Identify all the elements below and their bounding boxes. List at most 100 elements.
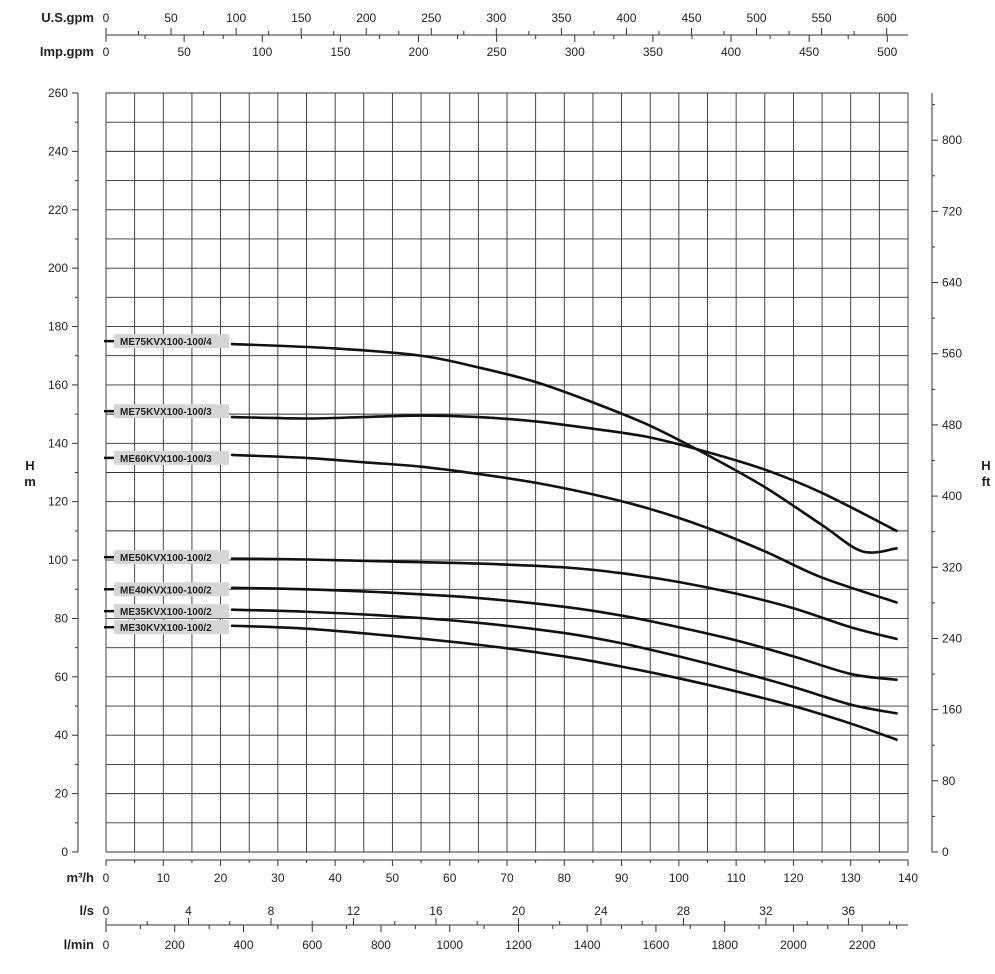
y-left-axis-label: H <box>25 458 34 473</box>
series-label: ME35KVX100-100/2 <box>120 607 212 618</box>
l_min-tick-label: 400 <box>233 938 253 952</box>
x-tick-label: 100 <box>669 871 689 885</box>
y-right-tick-label: 640 <box>942 276 962 290</box>
y-left-tick-label: 220 <box>48 203 68 217</box>
l_s-axis-label: l/s <box>80 903 94 918</box>
us_gpm-tick-label: 450 <box>681 11 701 25</box>
series-label: ME60KVX100-100/3 <box>120 454 212 465</box>
y-right-tick-label: 800 <box>942 133 962 147</box>
us_gpm-tick-label: 350 <box>551 11 571 25</box>
y-left-tick-label: 200 <box>48 261 68 275</box>
x-tick-label: 90 <box>615 871 629 885</box>
l_s-tick-label: 28 <box>677 904 691 918</box>
y-right-tick-label: 0 <box>942 845 949 859</box>
imp_gpm-tick-label: 300 <box>565 45 585 59</box>
series-label-box <box>114 450 229 465</box>
series-label-box <box>114 604 229 619</box>
us_gpm-tick-label: 50 <box>164 11 178 25</box>
x-tick-label: 60 <box>443 871 457 885</box>
y-left-tick-label: 160 <box>48 378 68 392</box>
l_min-tick-label: 1600 <box>643 938 670 952</box>
l_min-tick-label: 2200 <box>849 938 876 952</box>
series-curve <box>230 586 898 682</box>
series-label-box <box>114 550 229 565</box>
y-left-tick-label: 40 <box>55 728 69 742</box>
l_min-tick-label: 1800 <box>711 938 738 952</box>
series-curve <box>230 414 898 533</box>
l_s-tick-label: 32 <box>759 904 773 918</box>
y-right-tick-label: 240 <box>942 631 962 645</box>
l_s-tick-label: 8 <box>268 904 275 918</box>
l_min-tick-label: 800 <box>371 938 391 952</box>
y-right-tick-label: 400 <box>942 489 962 503</box>
l_s-tick-label: 36 <box>842 904 856 918</box>
y-left-axis-unit: m <box>24 474 36 489</box>
l_min-tick-label: 0 <box>103 938 110 952</box>
y-right-tick-label: 480 <box>942 418 962 432</box>
l_s-tick-label: 12 <box>347 904 361 918</box>
l_s-tick-label: 24 <box>594 904 608 918</box>
us_gpm-tick-label: 550 <box>812 11 832 25</box>
l_min-tick-label: 1200 <box>505 938 532 952</box>
series-label-box <box>114 620 229 635</box>
us_gpm-tick-label: 200 <box>356 11 376 25</box>
y-left-tick-label: 260 <box>48 86 68 100</box>
y-left-tick-label: 120 <box>48 495 68 509</box>
us_gpm-tick-label: 400 <box>616 11 636 25</box>
us_gpm-tick-label: 500 <box>747 11 767 25</box>
y-right-tick-label: 720 <box>942 204 962 218</box>
l_min-axis-label: l/min <box>64 937 94 952</box>
y-left-tick-label: 80 <box>55 611 69 625</box>
y-right-tick-label: 80 <box>942 774 956 788</box>
x-tick-label: 10 <box>157 871 171 885</box>
x-tick-label: 110 <box>727 871 746 885</box>
series-curve <box>230 608 898 715</box>
y-right-tick-label: 160 <box>942 703 962 717</box>
us_gpm-axis-label: U.S.gpm <box>41 10 94 25</box>
l_min-tick-label: 600 <box>302 938 322 952</box>
imp_gpm-tick-label: 250 <box>487 45 507 59</box>
us_gpm-tick-label: 100 <box>226 11 246 25</box>
y-left-tick-label: 60 <box>55 670 69 684</box>
us_gpm-tick-label: 300 <box>486 11 506 25</box>
y-left-tick-label: 140 <box>48 436 68 450</box>
us_gpm-tick-label: 150 <box>291 11 311 25</box>
series-label-box <box>114 582 229 597</box>
x-tick-label: 50 <box>386 871 400 885</box>
l_s-tick-label: 4 <box>185 904 192 918</box>
x-tick-label: 80 <box>558 871 572 885</box>
imp_gpm-axis-label: Imp.gpm <box>40 44 94 59</box>
l_s-tick-label: 16 <box>429 904 443 918</box>
x-tick-label: 70 <box>500 871 514 885</box>
us_gpm-tick-label: 0 <box>103 11 110 25</box>
y-left-tick-label: 0 <box>61 845 68 859</box>
series-labels: ME75KVX100-100/4 ME75KVX100-100/3 ME60KVX1… <box>104 334 229 635</box>
l_min-tick-label: 1400 <box>574 938 601 952</box>
series-label: ME75KVX100-100/3 <box>120 407 212 418</box>
l_min-tick-label: 1000 <box>436 938 463 952</box>
x-tick-label: 0 <box>103 871 110 885</box>
y-right-tick-label: 320 <box>942 560 962 574</box>
y-left-tick-label: 240 <box>48 144 68 158</box>
l_s-tick-label: 20 <box>512 904 526 918</box>
imp_gpm-tick-label: 500 <box>877 45 897 59</box>
series-label: ME75KVX100-100/4 <box>120 337 212 348</box>
x-tick-label: 20 <box>214 871 228 885</box>
imp_gpm-tick-label: 400 <box>721 45 741 59</box>
series-curve <box>230 453 898 604</box>
grid <box>105 92 909 853</box>
imp_gpm-tick-label: 200 <box>408 45 428 59</box>
x-tick-label: 140 <box>898 871 918 885</box>
series-label-box <box>114 404 229 419</box>
series-curve <box>230 557 898 641</box>
series-curve <box>230 624 898 741</box>
y-right-axis-unit: ft <box>982 474 991 489</box>
y-right-axis-label: H <box>981 458 990 473</box>
imp_gpm-tick-label: 50 <box>177 45 191 59</box>
series-label: ME30KVX100-100/2 <box>120 623 212 634</box>
imp_gpm-tick-label: 150 <box>330 45 350 59</box>
y-left-tick-label: 100 <box>48 553 68 567</box>
l_min-tick-label: 200 <box>165 938 185 952</box>
y-left-tick-label: 180 <box>48 320 68 334</box>
